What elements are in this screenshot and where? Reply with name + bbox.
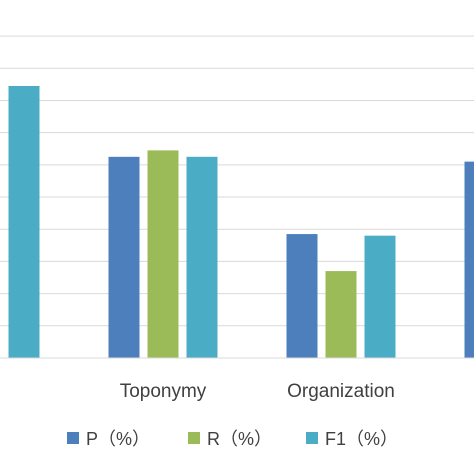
bars bbox=[8, 85, 474, 358]
legend-label: F1（%） bbox=[325, 429, 398, 449]
bar bbox=[464, 161, 474, 358]
legend-label: R（%） bbox=[207, 429, 272, 449]
category-label: Organization bbox=[287, 381, 395, 402]
gridlines bbox=[0, 35, 474, 327]
legend-swatch bbox=[188, 432, 200, 444]
category-label: Toponymy bbox=[120, 381, 207, 402]
legend-label: P（%） bbox=[86, 429, 150, 449]
legend-swatch bbox=[306, 432, 318, 444]
bar bbox=[147, 150, 179, 358]
bar bbox=[286, 234, 318, 358]
bar bbox=[108, 156, 140, 358]
bar bbox=[186, 156, 218, 358]
bar bbox=[325, 271, 357, 358]
category-labels: eToponymyOrganization bbox=[120, 381, 395, 402]
legend-swatch bbox=[67, 432, 79, 444]
bar bbox=[364, 235, 396, 358]
bar bbox=[8, 85, 40, 358]
legend: P（%） R（%） F1（%） bbox=[67, 429, 398, 449]
